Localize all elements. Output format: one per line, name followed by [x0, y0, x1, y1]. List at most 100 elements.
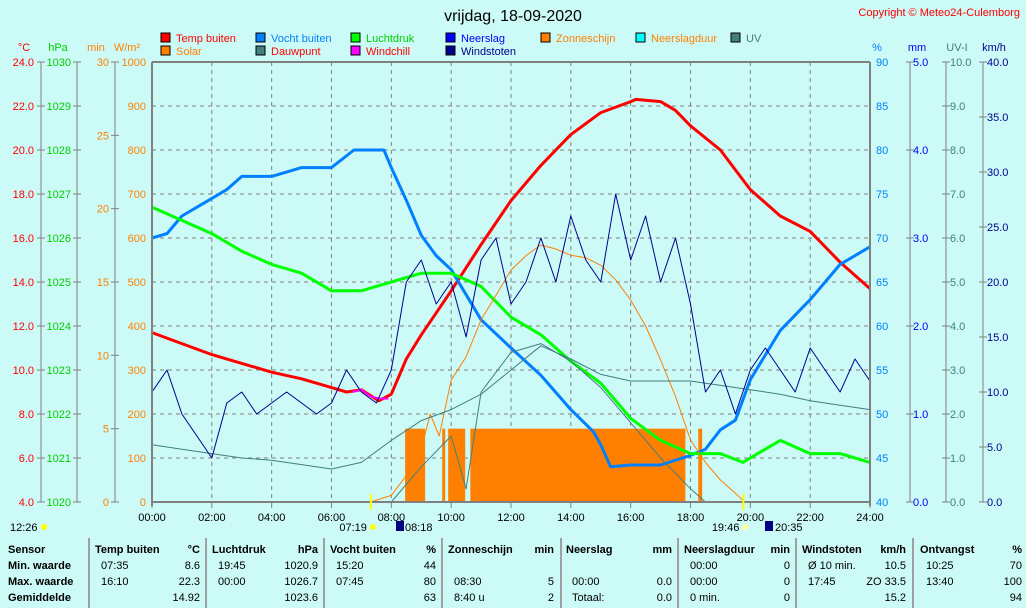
weather-chart: vrijdag, 18-09-2020 Copyright © Meteo24-…: [10, 7, 1020, 534]
axis-label-solar: 400: [128, 321, 146, 333]
axis-label-solar: 200: [128, 409, 146, 421]
axis-unit-pressure: hPa: [48, 42, 68, 54]
axis-label-pressure: 1026: [47, 233, 71, 245]
table-cell-time: 16:10: [101, 576, 129, 588]
legend-label: UV: [746, 33, 762, 45]
axis-label-rain: 1.0: [913, 409, 928, 421]
table-cell-value: 15.2: [884, 592, 906, 604]
table-cell-value: 0: [783, 560, 790, 572]
axis-label-temp: 16.0: [13, 233, 34, 245]
table-cell-value: 10.5: [884, 560, 906, 572]
sunset-icon: [742, 524, 749, 530]
table-cell-time: 00:00: [572, 576, 600, 588]
axis-label-pressure: 1020: [47, 497, 71, 509]
axis-label-wind: 20.0: [987, 277, 1008, 289]
sunshine-bar: [698, 428, 703, 502]
series-dauwpunt: [151, 345, 871, 470]
axis-label-rain: 0.0: [913, 497, 928, 509]
table-cell-time: 0 min.: [690, 592, 720, 604]
axis-unit-sunmin: min: [87, 42, 105, 54]
sunshine-bar: [442, 428, 446, 502]
axis-label-sunmin: 0: [103, 497, 109, 509]
table-cell-time: 08:30: [454, 576, 482, 588]
axis-label-wind: 30.0: [987, 167, 1008, 179]
legend-swatch: [635, 32, 646, 43]
sun-times: 12:26 07:19 08:18 19:46 20:35: [10, 494, 803, 534]
axis-unit-solar: W/m²: [114, 42, 141, 54]
table-cell-value: 0: [783, 576, 790, 588]
table-cell-time: 00:00: [690, 560, 718, 572]
table-header-unit: mm: [652, 544, 672, 556]
axis-label-pressure: 1025: [47, 277, 71, 289]
copyright: Copyright © Meteo24-Culemborg: [858, 7, 1020, 19]
table-cell-value: 70: [1009, 560, 1022, 572]
axis-label-solar: 700: [128, 189, 146, 201]
table-cell-time: Totaal:: [572, 592, 605, 604]
table-divider: [88, 538, 90, 608]
axis-label-solar: 1000: [122, 57, 146, 69]
table-row-label: Max. waarde: [8, 576, 74, 588]
table-cell-value: 8.6: [184, 560, 200, 572]
axis-label-temp: 18.0: [13, 189, 34, 201]
axis-label-temp: 10.0: [13, 365, 34, 377]
table-cell-time: 17:45: [808, 576, 836, 588]
table-cell-time: 8:40 u: [454, 592, 485, 604]
table-header: Luchtdruk: [212, 544, 266, 556]
x-tick-label: 06:00: [318, 512, 346, 524]
axis-unit-uv: UV-I: [946, 42, 967, 54]
table-header: Ontvangst: [920, 544, 975, 556]
axis-label-sunmin: 25: [97, 130, 109, 142]
series-luchtdruk: [151, 205, 871, 464]
x-tick-label: 16:00: [617, 512, 645, 524]
legend-label: Vocht buiten: [271, 33, 332, 45]
table-cell-value: 1026.7: [284, 576, 318, 588]
legend-label: Dauwpunt: [271, 46, 321, 58]
dawn-icon: [396, 521, 404, 531]
table-divider: [441, 538, 443, 608]
axis-label-humidity: 65: [876, 277, 888, 289]
axis-label-pressure: 1029: [47, 101, 71, 113]
axis-label-solar: 500: [128, 277, 146, 289]
table-divider: [795, 538, 797, 608]
axis-label-uv: 7.0: [950, 189, 965, 201]
series-windstoten: [151, 193, 871, 459]
axis-label-wind: 40.0: [987, 57, 1008, 69]
legend-swatch: [445, 32, 456, 43]
table-header-unit: km/h: [880, 544, 906, 556]
axis-label-humidity: 75: [876, 189, 888, 201]
axes: °C 24.0 22.0 20.0 18.0 16.0 14.0 12.0 10.0 8.0 6.0…: [13, 42, 1009, 524]
axis-label-humidity: 45: [876, 453, 888, 465]
x-tick-label: 22:00: [796, 512, 824, 524]
series-temp-buiten: [151, 97, 871, 403]
table-cell-value: 0.0: [656, 592, 672, 604]
axis-label-wind: 5.0: [987, 442, 1002, 454]
axis-label-sunmin: 20: [97, 204, 109, 216]
table-cell-time: 15:20: [336, 560, 364, 572]
x-tick-label: 04:00: [258, 512, 286, 524]
axis-label-temp: 8.0: [19, 409, 34, 421]
axis-label-sunmin: 30: [97, 57, 109, 69]
table-header: Zonneschijn: [448, 544, 513, 556]
axis-label-temp: 20.0: [13, 145, 34, 157]
legend-label: Windstoten: [461, 46, 516, 58]
axis-label-temp: 4.0: [19, 497, 34, 509]
axis-label-pressure: 1028: [47, 145, 71, 157]
axis-label-humidity: 80: [876, 145, 888, 157]
table-cell-value: 2: [547, 592, 554, 604]
axis-label-wind: 35.0: [987, 112, 1008, 124]
axis-label-humidity: 55: [876, 365, 888, 377]
x-tick-label: 14:00: [557, 512, 585, 524]
axis-label-temp: 12.0: [13, 321, 34, 333]
table-cell-time: 13:40: [926, 576, 954, 588]
sunset-time: 19:46: [712, 522, 740, 534]
table-divider: [677, 538, 679, 608]
table-header-unit: min: [770, 544, 790, 556]
table-cell-value: 1023.6: [284, 592, 318, 604]
axis-label-temp: 6.0: [19, 453, 34, 465]
table-header-unit: min: [534, 544, 554, 556]
axis-label-rain: 4.0: [913, 145, 928, 157]
table-cell-value: 80: [423, 576, 436, 588]
legend-label: Neerslagduur: [651, 33, 717, 45]
axis-label-uv: 2.0: [950, 409, 965, 421]
table-divider: [205, 538, 207, 608]
